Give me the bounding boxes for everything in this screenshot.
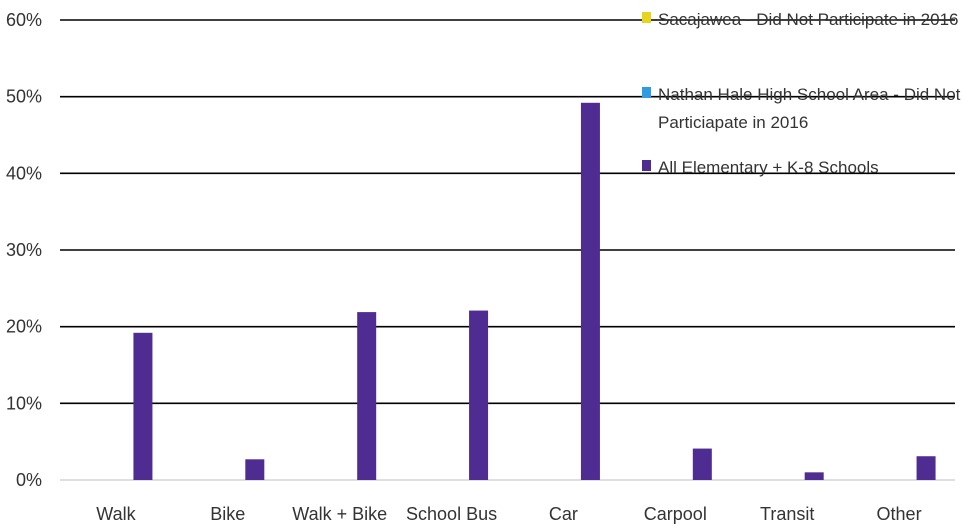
y-tick-label: 30%	[6, 240, 42, 260]
y-tick-label: 60%	[6, 10, 42, 30]
x-axis: Walk Bike Walk + Bike School Bus Car Carpool T…	[96, 504, 921, 524]
x-tick-label: Walk	[96, 504, 136, 524]
legend-swatch	[642, 12, 651, 23]
bar-school-bus	[469, 310, 489, 480]
x-tick-label: Transit	[760, 504, 814, 524]
y-tick-label: 50%	[6, 87, 42, 107]
x-tick-label: Carpool	[644, 504, 707, 524]
bar-carpool	[692, 448, 712, 480]
bar-bike	[245, 459, 265, 480]
legend: Sacajawea - Did Not Participate in 2016 N…	[642, 10, 961, 177]
y-axis: 0% 10% 20% 30% 40% 50% 60%	[6, 10, 42, 490]
x-tick-label: School Bus	[406, 504, 497, 524]
y-tick-label: 40%	[6, 163, 42, 183]
gridlines	[60, 19, 955, 481]
bar-other	[916, 456, 936, 480]
x-tick-label: Walk + Bike	[292, 504, 387, 524]
bar-walk	[133, 332, 153, 480]
bar-transit	[804, 472, 824, 480]
bars	[133, 102, 936, 481]
legend-swatch	[642, 87, 651, 98]
x-tick-label: Car	[549, 504, 578, 524]
x-tick-label: Other	[877, 504, 922, 524]
legend-label: Nathan Hale High School Area - Did Not	[658, 85, 961, 104]
y-tick-label: 20%	[6, 317, 42, 337]
y-tick-label: 10%	[6, 393, 42, 413]
x-tick-label: Bike	[210, 504, 245, 524]
legend-label: Particiapate in 2016	[658, 113, 808, 132]
legend-swatch	[642, 160, 651, 171]
bar-car	[580, 102, 600, 481]
y-tick-label: 0%	[16, 470, 42, 490]
legend-label: Sacajawea - Did Not Participate in 2016	[658, 10, 959, 29]
legend-label: All Elementary + K-8 Schools	[658, 158, 879, 177]
bar-walk-bike	[357, 312, 377, 480]
